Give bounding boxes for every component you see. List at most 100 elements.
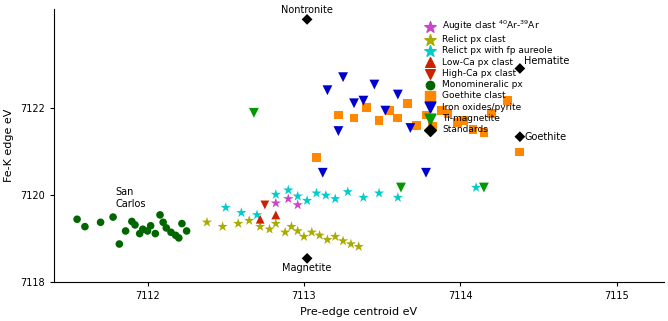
Point: [202, 220, 212, 225]
Point: [471, 185, 482, 190]
Legend: Augite clast $^{40}$Ar-$^{39}$Ar, Relict px clast, Relict px with fp aureole, Lo: Augite clast $^{40}$Ar-$^{39}$Ar, Relict…: [422, 19, 552, 134]
Point: [405, 126, 415, 131]
Text: Nontronite: Nontronite: [281, 5, 333, 15]
Point: [322, 237, 333, 242]
Point: [170, 233, 181, 238]
Point: [150, 231, 161, 236]
Point: [369, 82, 379, 87]
Point: [514, 134, 525, 139]
Point: [161, 225, 172, 230]
Point: [174, 235, 184, 240]
Point: [302, 17, 313, 22]
Point: [322, 88, 333, 93]
Point: [443, 111, 454, 116]
Point: [302, 198, 313, 203]
Point: [293, 194, 303, 199]
Point: [343, 189, 353, 195]
Point: [330, 196, 341, 201]
Point: [353, 244, 364, 249]
Point: [120, 229, 131, 234]
Point: [393, 92, 403, 97]
Point: [458, 118, 469, 123]
Point: [138, 227, 148, 232]
Y-axis label: Fe-K edge eV: Fe-K edge eV: [4, 109, 14, 182]
Point: [283, 187, 294, 193]
Point: [271, 221, 281, 226]
Point: [71, 217, 82, 222]
Point: [271, 212, 281, 217]
Point: [271, 201, 281, 206]
Point: [478, 185, 489, 190]
Point: [293, 202, 303, 207]
Point: [373, 118, 384, 123]
Text: Magnetite: Magnetite: [283, 263, 332, 273]
Point: [158, 220, 168, 225]
Point: [79, 224, 90, 229]
Text: Goethite: Goethite: [524, 132, 566, 142]
Point: [233, 221, 244, 226]
Point: [176, 221, 187, 226]
Point: [220, 205, 231, 210]
Point: [248, 110, 259, 115]
Point: [361, 105, 372, 110]
Point: [311, 154, 322, 160]
Point: [349, 101, 359, 106]
Point: [345, 241, 356, 247]
Point: [321, 193, 331, 198]
Point: [402, 101, 413, 106]
Point: [283, 196, 294, 201]
Point: [333, 112, 344, 117]
Point: [255, 224, 265, 229]
Point: [302, 256, 313, 261]
Point: [317, 170, 328, 175]
Point: [259, 202, 270, 207]
Point: [166, 230, 176, 235]
Point: [265, 227, 275, 232]
Point: [130, 222, 140, 228]
Point: [514, 66, 525, 71]
Point: [338, 239, 349, 244]
Point: [145, 223, 156, 228]
Point: [280, 230, 291, 235]
Point: [330, 234, 341, 239]
Point: [126, 219, 137, 224]
Text: Hematite: Hematite: [524, 56, 569, 66]
Point: [244, 218, 255, 223]
Point: [358, 98, 369, 103]
Point: [393, 195, 403, 200]
Point: [395, 185, 406, 190]
Point: [311, 191, 322, 196]
Point: [373, 191, 384, 196]
Point: [358, 195, 369, 200]
Point: [452, 120, 463, 125]
Point: [338, 74, 349, 80]
Point: [293, 229, 303, 234]
Point: [299, 234, 309, 239]
Point: [380, 108, 391, 113]
Point: [236, 210, 246, 215]
Point: [142, 229, 153, 234]
Point: [436, 108, 447, 113]
Point: [252, 212, 263, 217]
Point: [181, 229, 192, 234]
Point: [486, 111, 497, 116]
Point: [333, 128, 344, 134]
Point: [349, 116, 359, 121]
Point: [314, 233, 325, 238]
Point: [155, 212, 166, 217]
Point: [307, 230, 317, 235]
X-axis label: Pre-edge centroid eV: Pre-edge centroid eV: [300, 307, 418, 317]
Point: [411, 123, 422, 128]
Point: [385, 108, 395, 113]
Point: [286, 224, 297, 229]
Point: [108, 214, 118, 220]
Point: [217, 224, 228, 229]
Point: [502, 98, 513, 103]
Point: [421, 112, 432, 117]
Point: [468, 127, 478, 132]
Point: [478, 130, 489, 135]
Point: [421, 170, 432, 175]
Point: [427, 124, 438, 129]
Point: [96, 220, 106, 225]
Point: [271, 192, 281, 197]
